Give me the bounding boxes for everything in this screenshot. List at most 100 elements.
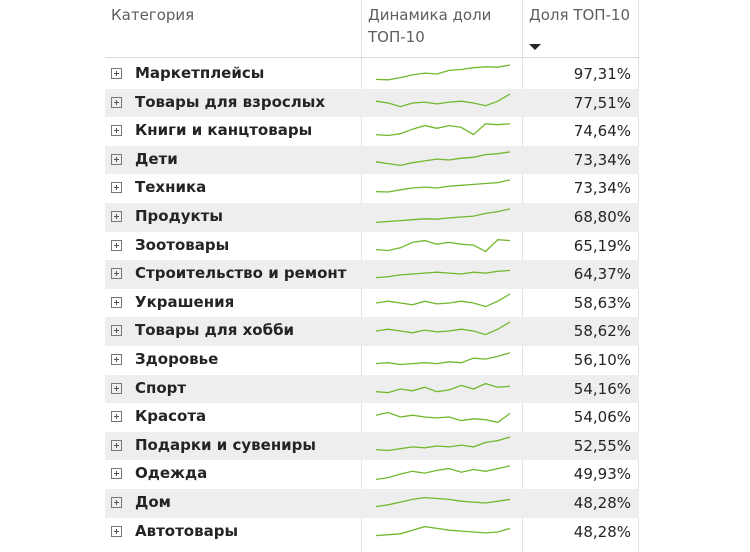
expand-plus-icon[interactable] xyxy=(111,439,122,451)
share-value: 48,28% xyxy=(573,522,631,541)
sparkline-series xyxy=(375,293,511,308)
expand-plus-icon[interactable] xyxy=(111,525,122,537)
category-label: Дети xyxy=(135,149,178,168)
category-label: Здоровье xyxy=(135,349,219,368)
share-value: 73,34% xyxy=(573,150,631,169)
expand-plus-icon[interactable] xyxy=(111,468,122,480)
expand-plus-icon[interactable] xyxy=(111,96,122,108)
sparkline xyxy=(375,123,511,137)
share-value: 97,31% xyxy=(573,65,631,83)
table-row[interactable]: Строительство и ремонт 64,37% xyxy=(105,260,639,289)
category-label: Товары для взрослых xyxy=(135,92,325,111)
sparkline xyxy=(375,436,511,451)
column-header-category[interactable]: Категория xyxy=(111,6,195,24)
table-row[interactable]: Дети 73,34% xyxy=(105,145,639,175)
share-value: 52,55% xyxy=(573,436,631,455)
sort-descending-icon[interactable] xyxy=(529,44,541,50)
sparkline-series xyxy=(375,382,511,393)
sparkline-series xyxy=(375,151,511,166)
category-label: Автотовары xyxy=(135,521,239,540)
table-header: Категория Динамика доли ТОП-10 Доля ТОП-… xyxy=(105,0,639,58)
column-header-share[interactable]: Доля ТОП-10 xyxy=(529,6,631,24)
category-label: Украшения xyxy=(135,292,235,311)
table-body: Маркетплейсы 97,31% Товары для взрослых 77,… xyxy=(105,60,639,546)
category-label: Дом xyxy=(135,492,171,511)
share-value: 58,63% xyxy=(573,293,631,312)
table-row[interactable]: Украшения 58,63% xyxy=(105,289,639,318)
expand-plus-icon[interactable] xyxy=(111,353,122,365)
category-label: Красота xyxy=(135,407,207,426)
sparkline-series xyxy=(375,179,511,194)
expand-plus-icon[interactable] xyxy=(111,411,122,423)
expand-plus-icon[interactable] xyxy=(111,382,122,394)
table-row[interactable]: Красота 54,06% xyxy=(105,403,639,432)
share-value: 54,16% xyxy=(573,379,631,398)
sparkline-series xyxy=(375,269,511,279)
sparkline xyxy=(375,321,511,336)
expand-plus-icon[interactable] xyxy=(111,496,122,508)
sparkline-series xyxy=(375,93,511,107)
table-row[interactable]: Подарки и сувениры 52,55% xyxy=(105,431,639,461)
table-row[interactable]: Книги и канцтовары 74,64% xyxy=(105,117,639,146)
table-row[interactable]: Здоровье 56,10% xyxy=(105,346,639,375)
table-row[interactable]: Дом 48,28% xyxy=(105,488,639,518)
expand-plus-icon[interactable] xyxy=(111,268,122,280)
expand-plus-icon[interactable] xyxy=(111,68,122,79)
sparkline xyxy=(375,411,511,424)
sparkline-series xyxy=(375,465,511,481)
sparkline xyxy=(375,238,511,252)
share-value: 49,93% xyxy=(573,465,631,484)
expand-plus-icon[interactable] xyxy=(111,153,122,165)
sparkline xyxy=(375,179,511,194)
share-value: 65,19% xyxy=(573,236,631,255)
table-row[interactable]: Одежда 49,93% xyxy=(105,460,639,489)
share-value: 68,80% xyxy=(573,207,631,226)
share-value: 64,37% xyxy=(573,265,631,284)
expand-plus-icon[interactable] xyxy=(111,182,122,194)
category-label: Товары для хобби xyxy=(135,321,295,340)
category-label: Маркетплейсы xyxy=(135,64,265,82)
share-value: 74,64% xyxy=(573,122,631,141)
sparkline xyxy=(375,352,511,366)
table-row[interactable]: Товары для хобби 58,62% xyxy=(105,317,639,346)
sparkline xyxy=(375,93,511,107)
category-label: Одежда xyxy=(135,464,208,483)
sparkline-series xyxy=(375,208,511,224)
expand-plus-icon[interactable] xyxy=(111,296,122,308)
sparkline-series xyxy=(375,525,511,536)
share-value: 77,51% xyxy=(573,93,631,112)
sparkline xyxy=(375,525,511,536)
category-label: Спорт xyxy=(135,378,187,397)
category-label: Подарки и сувениры xyxy=(135,435,316,454)
sparkline xyxy=(375,465,511,481)
share-value: 54,06% xyxy=(573,408,631,427)
sparkline xyxy=(375,382,511,393)
sparkline-series xyxy=(375,436,511,451)
column-header-dynamics[interactable]: Динамика доли ТОП-10 xyxy=(368,6,492,46)
sparkline-series xyxy=(375,352,511,366)
sparkline xyxy=(375,293,511,308)
sparkline-series xyxy=(375,123,511,137)
sparkline xyxy=(375,208,511,224)
expand-plus-icon[interactable] xyxy=(111,325,122,337)
sparkline-series xyxy=(375,411,511,424)
sparkline-series xyxy=(375,321,511,336)
sparkline xyxy=(375,269,511,279)
category-label: Зоотовары xyxy=(135,235,230,254)
expand-plus-icon[interactable] xyxy=(111,239,122,251)
table-row[interactable]: Продукты 68,80% xyxy=(105,202,639,232)
table-row[interactable]: Зоотовары 65,19% xyxy=(105,232,639,261)
table-row[interactable]: Техника 73,34% xyxy=(105,174,639,203)
expand-plus-icon[interactable] xyxy=(111,210,122,222)
table-row[interactable]: Спорт 54,16% xyxy=(105,374,639,404)
sparkline-series xyxy=(375,496,511,508)
expand-plus-icon[interactable] xyxy=(111,125,122,137)
table-row[interactable]: Автотовары 48,28% xyxy=(105,518,639,547)
sparkline-series xyxy=(375,238,511,252)
table-row[interactable]: Товары для взрослых 77,51% xyxy=(105,88,639,118)
category-label: Техника xyxy=(135,178,207,197)
category-label: Продукты xyxy=(135,206,223,225)
sparkline xyxy=(375,151,511,166)
table-row[interactable]: Маркетплейсы 97,31% xyxy=(105,60,639,89)
share-value: 58,62% xyxy=(573,322,631,341)
